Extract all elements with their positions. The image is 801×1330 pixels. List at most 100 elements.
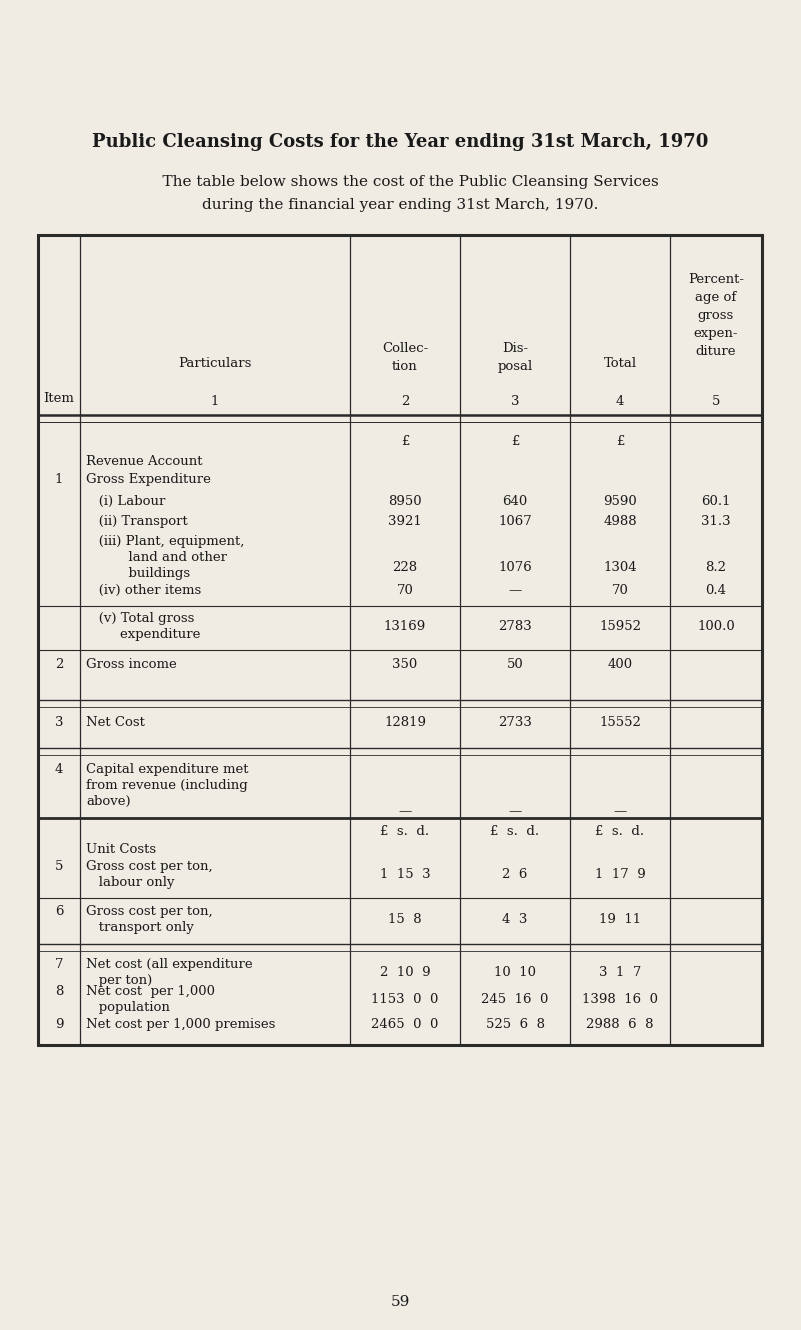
Text: Public Cleansing Costs for the Year ending 31st March, 1970: Public Cleansing Costs for the Year endi…	[92, 133, 709, 152]
Text: tion: tion	[392, 360, 418, 372]
Text: 0.4: 0.4	[706, 584, 727, 597]
Text: age of: age of	[695, 291, 737, 305]
Text: 3: 3	[511, 395, 519, 408]
Text: 1: 1	[211, 395, 219, 408]
Text: (iii) Plant, equipment,: (iii) Plant, equipment,	[86, 535, 244, 548]
Text: 15952: 15952	[599, 620, 641, 633]
Text: 8: 8	[54, 986, 63, 998]
Text: buildings: buildings	[86, 567, 190, 580]
Text: Revenue Account: Revenue Account	[86, 455, 203, 468]
Text: 2  6: 2 6	[502, 868, 528, 880]
Text: 228: 228	[392, 561, 417, 575]
Text: 31.3: 31.3	[701, 515, 731, 528]
Text: Gross income: Gross income	[86, 658, 177, 672]
Text: Net cost per 1,000 premises: Net cost per 1,000 premises	[86, 1017, 276, 1031]
Text: 9: 9	[54, 1017, 63, 1031]
Text: (i) Labour: (i) Labour	[86, 495, 165, 508]
Text: 2: 2	[54, 658, 63, 672]
Text: 1  15  3: 1 15 3	[380, 868, 430, 880]
Text: £  s.  d.: £ s. d.	[490, 825, 540, 838]
Text: 8950: 8950	[388, 495, 422, 508]
Text: Total: Total	[603, 356, 637, 370]
Text: 70: 70	[396, 584, 413, 597]
Text: 1067: 1067	[498, 515, 532, 528]
Text: gross: gross	[698, 309, 735, 322]
Text: 13169: 13169	[384, 620, 426, 633]
Text: 4: 4	[54, 763, 63, 775]
Text: 7: 7	[54, 958, 63, 971]
Text: 5: 5	[54, 861, 63, 872]
Text: £: £	[400, 435, 409, 448]
Text: 3  1  7: 3 1 7	[599, 966, 641, 979]
Text: 6: 6	[54, 904, 63, 918]
Text: 19  11: 19 11	[599, 912, 641, 926]
Text: —: —	[614, 805, 626, 818]
Bar	[38, 235, 762, 1045]
Text: Item: Item	[43, 392, 74, 406]
Text: Net cost  per 1,000: Net cost per 1,000	[86, 986, 215, 998]
Text: labour only: labour only	[86, 876, 175, 888]
Text: per ton): per ton)	[86, 974, 152, 987]
Text: Net cost (all expenditure: Net cost (all expenditure	[86, 958, 252, 971]
Text: during the financial year ending 31st March, 1970.: during the financial year ending 31st Ma…	[203, 198, 598, 211]
Text: 8.2: 8.2	[706, 561, 727, 575]
Text: Gross cost per ton,: Gross cost per ton,	[86, 861, 212, 872]
Text: 50: 50	[506, 658, 523, 672]
Text: 2  10  9: 2 10 9	[380, 966, 430, 979]
Text: population: population	[86, 1001, 170, 1013]
Text: 15  8: 15 8	[388, 912, 422, 926]
Text: 2465  0  0: 2465 0 0	[372, 1017, 439, 1031]
Text: (iv) other items: (iv) other items	[86, 584, 201, 597]
Text: 3: 3	[54, 716, 63, 729]
Text: 1076: 1076	[498, 561, 532, 575]
Text: 1153  0  0: 1153 0 0	[372, 994, 439, 1005]
Text: land and other: land and other	[86, 551, 227, 564]
Text: expen-: expen-	[694, 327, 739, 340]
Text: Gross Expenditure: Gross Expenditure	[86, 473, 211, 485]
Text: 15552: 15552	[599, 716, 641, 729]
Text: 59: 59	[391, 1295, 410, 1309]
Text: 640: 640	[502, 495, 528, 508]
Text: Unit Costs: Unit Costs	[86, 843, 156, 857]
Text: 10  10: 10 10	[494, 966, 536, 979]
Text: 3921: 3921	[388, 515, 422, 528]
Text: Particulars: Particulars	[179, 356, 252, 370]
Text: 12819: 12819	[384, 716, 426, 729]
Text: above): above)	[86, 795, 131, 809]
Text: Collec-: Collec-	[382, 342, 428, 355]
Text: 1  17  9: 1 17 9	[594, 868, 646, 880]
Text: 525  6  8: 525 6 8	[485, 1017, 545, 1031]
Text: 100.0: 100.0	[697, 620, 735, 633]
Text: 245  16  0: 245 16 0	[481, 994, 549, 1005]
Text: —: —	[509, 584, 521, 597]
Text: Gross cost per ton,: Gross cost per ton,	[86, 904, 212, 918]
Text: Percent-: Percent-	[688, 273, 744, 286]
Text: expenditure: expenditure	[86, 628, 200, 641]
Text: 4988: 4988	[603, 515, 637, 528]
Text: transport only: transport only	[86, 920, 194, 934]
Text: 60.1: 60.1	[701, 495, 731, 508]
Text: £  s.  d.: £ s. d.	[595, 825, 645, 838]
Text: 350: 350	[392, 658, 417, 672]
Text: posal: posal	[497, 360, 533, 372]
Text: £: £	[511, 435, 519, 448]
Text: —: —	[398, 805, 412, 818]
Text: £: £	[616, 435, 624, 448]
Text: 5: 5	[712, 395, 720, 408]
Text: 2988  6  8: 2988 6 8	[586, 1017, 654, 1031]
Text: 1304: 1304	[603, 561, 637, 575]
Text: 70: 70	[611, 584, 629, 597]
Text: (ii) Transport: (ii) Transport	[86, 515, 187, 528]
Text: £  s.  d.: £ s. d.	[380, 825, 429, 838]
Text: The table below shows the cost of the Public Cleansing Services: The table below shows the cost of the Pu…	[143, 176, 658, 189]
Text: 4  3: 4 3	[502, 912, 528, 926]
Text: Dis-: Dis-	[502, 342, 528, 355]
Text: —: —	[509, 805, 521, 818]
Text: (v) Total gross: (v) Total gross	[86, 612, 195, 625]
Text: 400: 400	[607, 658, 633, 672]
Text: Capital expenditure met: Capital expenditure met	[86, 763, 248, 775]
Text: 2783: 2783	[498, 620, 532, 633]
Text: 2733: 2733	[498, 716, 532, 729]
Text: Net Cost: Net Cost	[86, 716, 145, 729]
Text: diture: diture	[696, 344, 736, 358]
